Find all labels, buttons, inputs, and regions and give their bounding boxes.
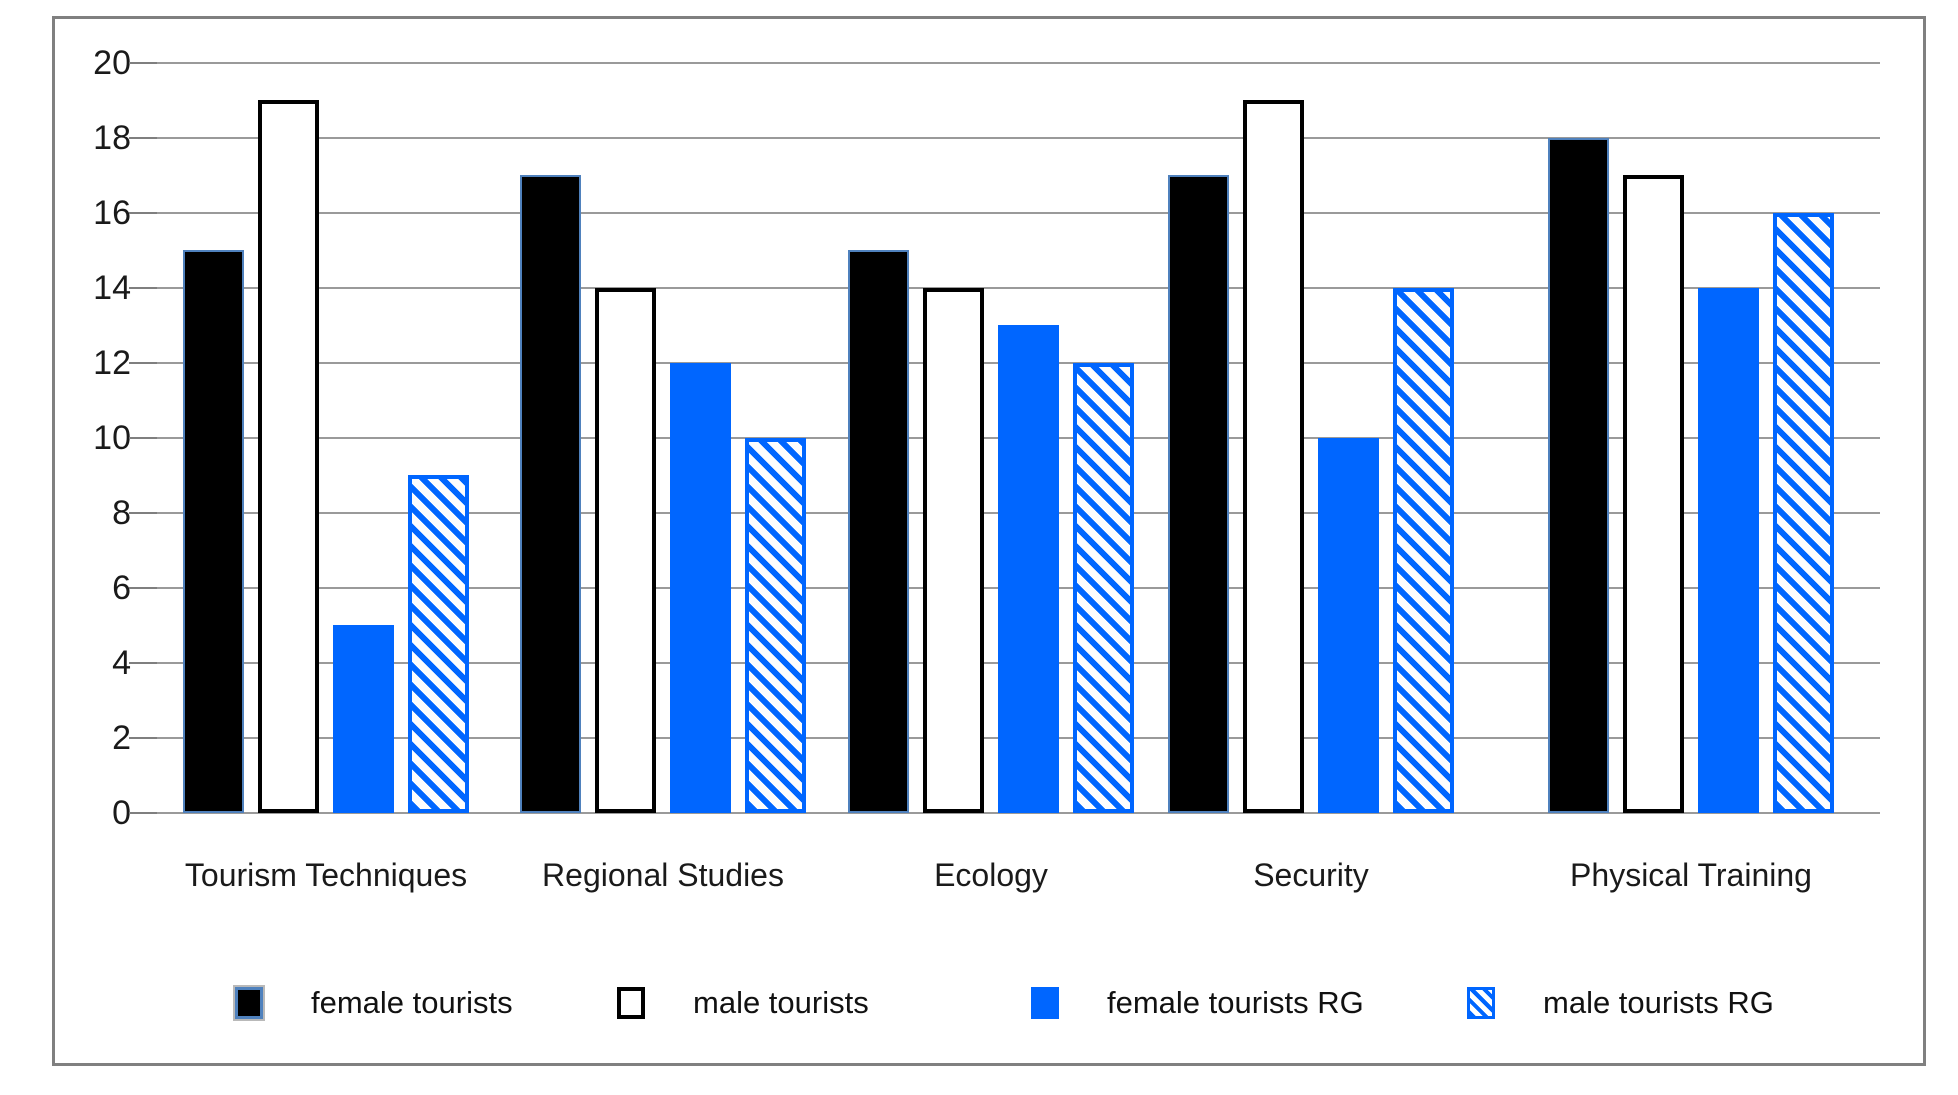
bar-male-tourists-RG-physical-training <box>1773 213 1834 813</box>
bar-male-tourists-security <box>1243 100 1304 813</box>
y-tick-mark-10 <box>129 437 157 439</box>
legend-label: male tourists <box>693 985 869 1020</box>
chart-frame: 0 2 4 6 8 10 12 14 16 18 20 Tourism Techniques Regi… <box>52 16 1926 1066</box>
y-tick-label-4: 4 <box>112 644 131 682</box>
y-tick-label-12: 12 <box>93 344 131 382</box>
bar-male-tourists-RG-security <box>1393 288 1454 813</box>
y-tick-label-16: 16 <box>93 194 131 232</box>
gridline-y-14 <box>157 287 1880 289</box>
gridline-y-0 <box>157 812 1880 814</box>
y-tick-mark-0 <box>129 812 157 814</box>
legend-label: male tourists RG <box>1543 985 1774 1020</box>
y-tick-mark-20 <box>129 62 157 64</box>
y-tick-mark-2 <box>129 737 157 739</box>
plot-area <box>129 62 1880 814</box>
bar-male-tourists-RG-tourism-techniques <box>408 475 469 813</box>
bar-female-tourists-RG-tourism-techniques <box>333 625 394 813</box>
legend-label: female tourists <box>311 985 513 1020</box>
legend-item-female-tourists-RG: female tourists RG <box>1031 985 1364 1021</box>
y-tick-mark-4 <box>129 662 157 664</box>
legend-swatch-solid-black-icon <box>235 987 263 1019</box>
bar-female-tourists-RG-ecology <box>998 325 1059 813</box>
bar-female-tourists-security <box>1168 175 1229 813</box>
y-tick-mark-6 <box>129 587 157 589</box>
category-label-regional-studies: Regional Studies <box>542 857 784 893</box>
bar-male-tourists-physical-training <box>1623 175 1684 813</box>
bar-male-tourists-tourism-techniques <box>258 100 319 813</box>
bar-male-tourists-regional-studies <box>595 288 656 813</box>
y-tick-mark-14 <box>129 287 157 289</box>
y-tick-mark-8 <box>129 512 157 514</box>
legend-item-male-tourists-RG: male tourists RG <box>1467 985 1774 1021</box>
bar-female-tourists-regional-studies <box>520 175 581 813</box>
category-label-ecology: Ecology <box>934 857 1048 893</box>
bar-female-tourists-RG-security <box>1318 438 1379 813</box>
y-tick-mark-16 <box>129 212 157 214</box>
y-tick-label-20: 20 <box>93 44 131 82</box>
bar-male-tourists-ecology <box>923 288 984 813</box>
gridline-y-16 <box>157 212 1880 214</box>
bar-male-tourists-RG-ecology <box>1073 363 1134 813</box>
y-tick-label-14: 14 <box>93 269 131 307</box>
gridline-y-20 <box>157 62 1880 64</box>
legend-swatch-hatched-blue-icon <box>1467 987 1495 1019</box>
legend-label: female tourists RG <box>1107 985 1364 1020</box>
y-tick-label-2: 2 <box>112 719 131 757</box>
bar-female-tourists-RG-regional-studies <box>670 363 731 813</box>
y-tick-mark-12 <box>129 362 157 364</box>
category-label-physical-training: Physical Training <box>1570 857 1812 893</box>
category-label-security: Security <box>1253 857 1369 893</box>
bar-female-tourists-RG-physical-training <box>1698 288 1759 813</box>
gridline-y-18 <box>157 137 1880 139</box>
y-tick-label-8: 8 <box>112 494 131 532</box>
bar-female-tourists-ecology <box>848 250 909 813</box>
y-tick-label-10: 10 <box>93 419 131 457</box>
bar-male-tourists-RG-regional-studies <box>745 438 806 813</box>
legend-item-female-tourists: female tourists <box>235 985 513 1021</box>
legend-swatch-solid-blue-icon <box>1031 987 1059 1019</box>
y-tick-mark-18 <box>129 137 157 139</box>
legend-item-male-tourists: male tourists <box>617 985 869 1021</box>
y-tick-label-6: 6 <box>112 569 131 607</box>
bar-female-tourists-physical-training <box>1548 138 1609 813</box>
legend-swatch-outline-white-icon <box>617 987 645 1019</box>
y-tick-label-18: 18 <box>93 119 131 157</box>
bar-female-tourists-tourism-techniques <box>183 250 244 813</box>
y-tick-label-0: 0 <box>112 794 131 832</box>
category-label-tourism-techniques: Tourism Techniques <box>184 857 468 893</box>
